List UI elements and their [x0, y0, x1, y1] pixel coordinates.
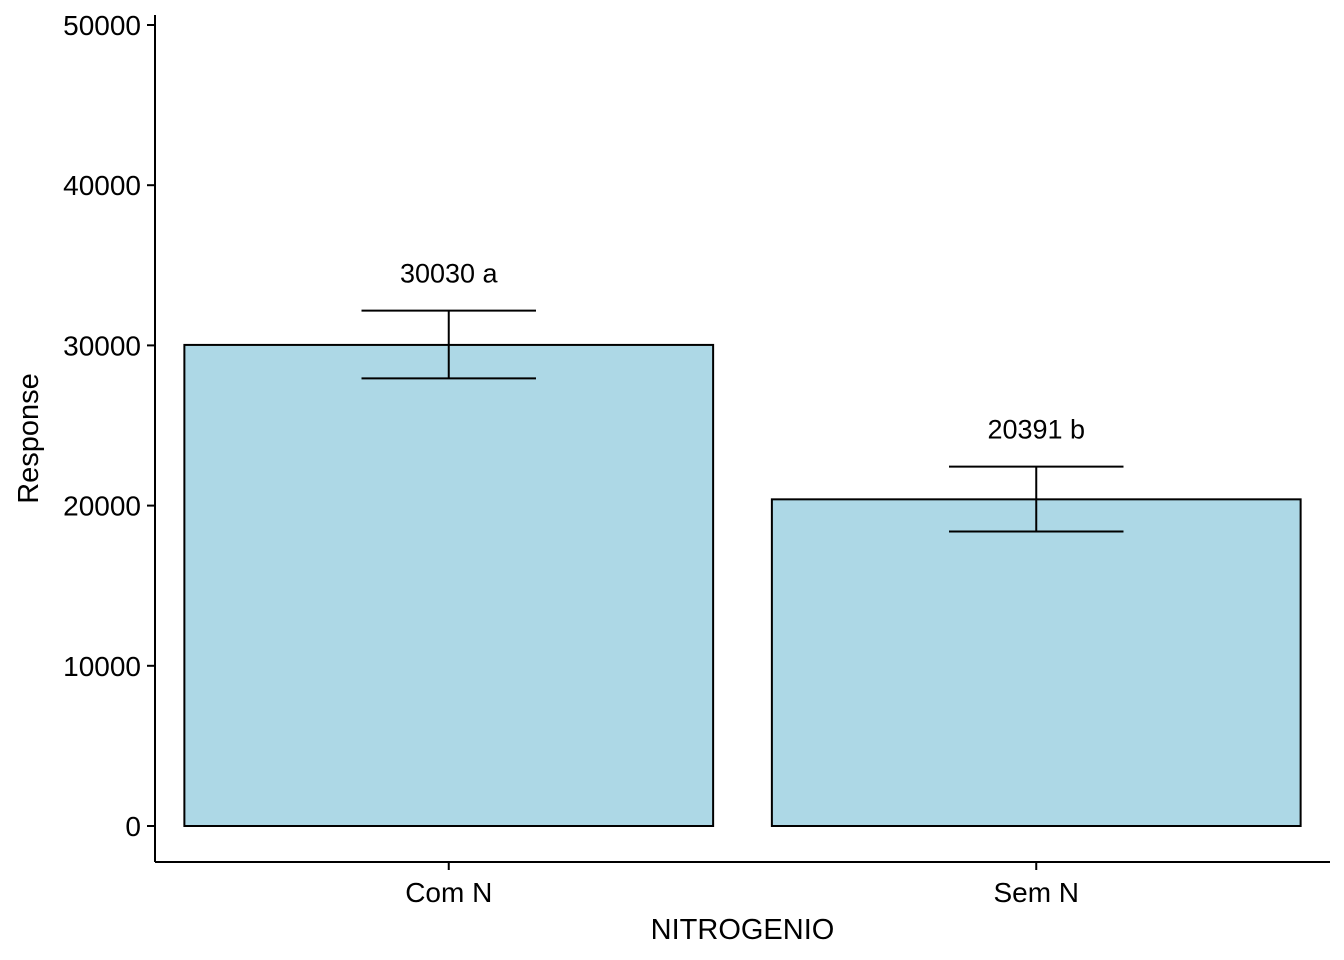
y-tick-label-1: 10000 — [63, 651, 141, 682]
y-tick-label-0: 0 — [125, 811, 141, 842]
bar-labels-layer: 30030 a 20391 b — [400, 259, 1085, 445]
x-tick-label-0: Com N — [405, 877, 492, 908]
bar-0 — [183, 343, 715, 827]
x-tick-label-1: Sem N — [993, 877, 1079, 908]
x-axis-title: NITROGENIO — [651, 914, 835, 946]
bar-label-1: 20391 b — [987, 415, 1085, 445]
y-axis-title: Response — [13, 373, 45, 504]
x-ticks-layer: Com N Sem N — [405, 862, 1079, 908]
error-bars-layer — [361, 309, 1124, 533]
y-tick-label-4: 40000 — [63, 170, 141, 201]
bar-label-0: 30030 a — [400, 259, 499, 289]
y-tick-label-5: 50000 — [63, 10, 141, 41]
y-tick-label-3: 30000 — [63, 330, 141, 361]
axes-layer — [154, 15, 1330, 863]
bar-1 — [770, 498, 1302, 827]
y-ticks-layer: 0 10000 20000 30000 40000 50000 — [63, 10, 155, 842]
bars-layer — [183, 343, 1302, 827]
y-tick-label-2: 20000 — [63, 491, 141, 522]
